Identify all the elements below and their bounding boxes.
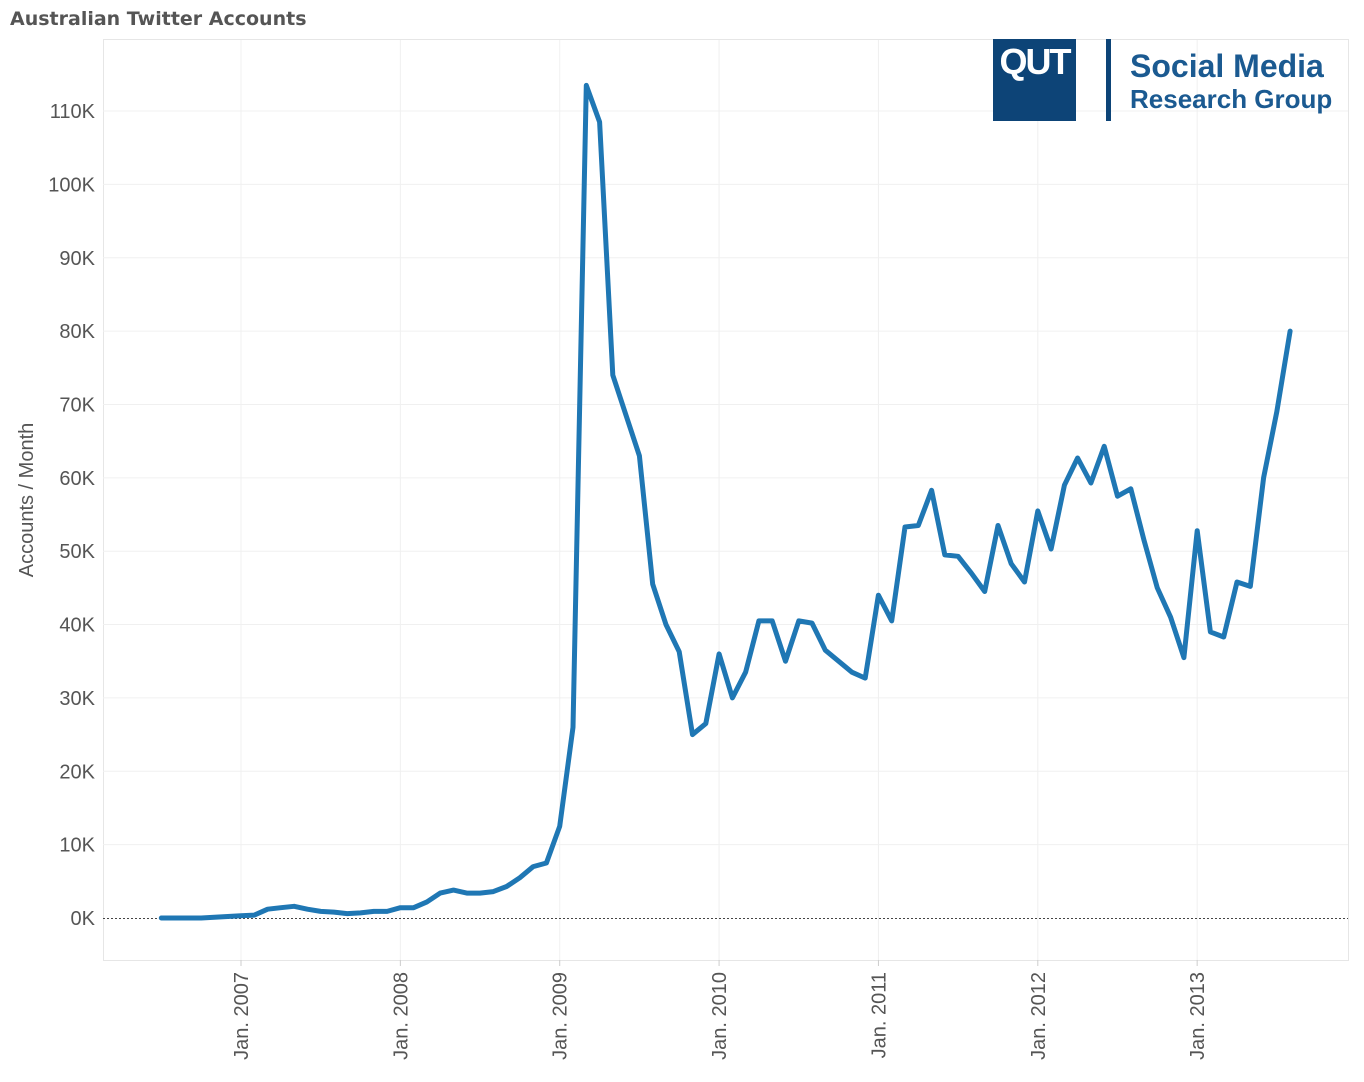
y-tick-label: 0K [71, 908, 96, 930]
y-tick-label: 40K [59, 615, 95, 637]
y-tick-label: 110K [50, 101, 96, 123]
plot-area [103, 39, 1349, 961]
x-tick-label: Jan. 2008 [390, 972, 412, 1060]
qut-logo: QUT [993, 39, 1076, 121]
x-axis-ticks: Jan. 2007 Jan. 2008 Jan. 2009 Jan. 2010 Jan.… [231, 960, 1209, 1060]
y-tick-label: 30K [59, 688, 95, 710]
y-axis-ticks: 0K 10K 20K 30K 40K 50K 60K 70K 80K 90K 100K 110K [48, 101, 95, 930]
x-tick-label: Jan. 2009 [550, 972, 572, 1060]
y-tick-label: 70K [59, 394, 95, 416]
y-tick-label: 100K [48, 174, 95, 196]
x-tick-label: Jan. 2007 [231, 972, 253, 1060]
y-tick-label: 10K [59, 835, 95, 857]
chart-title: Australian Twitter Accounts [10, 8, 307, 30]
logo-line1: Social Media [1130, 48, 1324, 84]
x-tick-label: Jan. 2012 [1028, 972, 1050, 1060]
y-tick-label: 80K [59, 321, 95, 343]
data-points [161, 85, 1291, 919]
logo-mark: QUT [999, 41, 1072, 82]
x-tick-label: Jan. 2013 [1187, 972, 1209, 1060]
y-tick-label: 90K [59, 248, 95, 270]
logo-divider [1106, 39, 1111, 121]
y-axis-label: Accounts / Month [16, 423, 38, 578]
y-tick-label: 50K [59, 541, 95, 563]
y-tick-label: 60K [59, 468, 95, 490]
series-line [158, 82, 1293, 921]
x-tick-label: Jan. 2011 [868, 972, 890, 1058]
x-tick-label: Jan. 2010 [709, 972, 731, 1060]
gridlines [103, 40, 1348, 960]
logo-line2: Research Group [1130, 84, 1333, 114]
y-tick-label: 20K [59, 761, 95, 783]
